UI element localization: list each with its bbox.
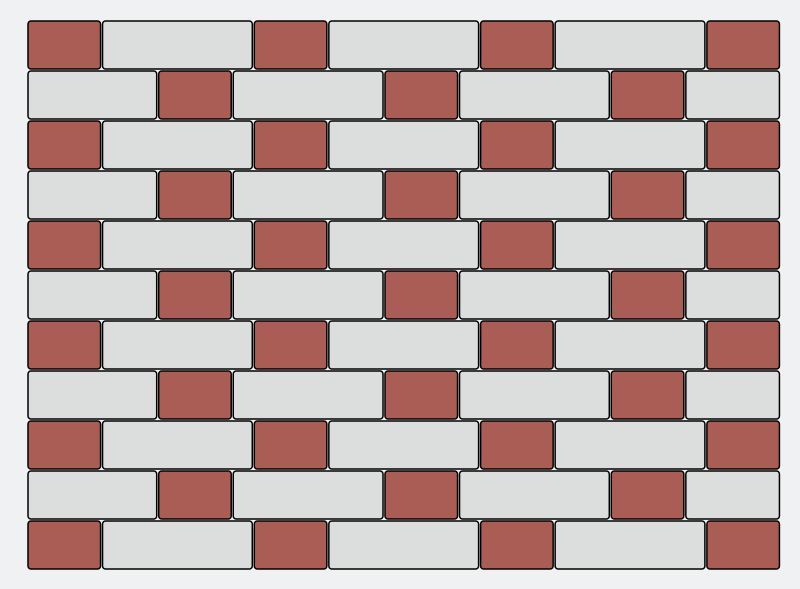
brick-wall-diagram: [0, 0, 800, 589]
brick-red: [385, 371, 458, 419]
brick-red: [481, 221, 554, 269]
brick-red: [28, 521, 101, 569]
brick-grey: [233, 271, 383, 319]
brick-red: [159, 371, 232, 419]
brick-red: [385, 71, 458, 119]
brick-grey: [555, 421, 705, 469]
brick-grey: [103, 421, 253, 469]
brick-grey: [329, 121, 479, 169]
brick-red: [254, 321, 327, 369]
brick-red: [28, 121, 101, 169]
brick-red: [254, 421, 327, 469]
brick-red: [385, 471, 458, 519]
brick-red: [611, 171, 684, 219]
brick-red: [611, 71, 684, 119]
brick-red: [611, 271, 684, 319]
brick-red: [481, 21, 554, 69]
brick-grey: [28, 271, 157, 319]
brick-red: [611, 371, 684, 419]
brick-red: [481, 321, 554, 369]
brick-red: [707, 21, 780, 69]
brick-grey: [28, 371, 157, 419]
brick-red: [28, 221, 101, 269]
brick-grey: [28, 471, 157, 519]
brick-grey: [103, 521, 253, 569]
brick-red: [254, 121, 327, 169]
brick-grey: [233, 471, 383, 519]
brick-grey: [460, 271, 610, 319]
brick-grey: [460, 371, 610, 419]
brick-red: [159, 271, 232, 319]
brick-red: [159, 171, 232, 219]
brick-grey: [329, 21, 479, 69]
brick-grey: [555, 321, 705, 369]
brick-grey: [329, 421, 479, 469]
brick-red: [481, 421, 554, 469]
brick-grey: [460, 71, 610, 119]
brick-grey: [686, 171, 780, 219]
brick-red: [611, 471, 684, 519]
brick-grey: [460, 471, 610, 519]
brick-grey: [103, 321, 253, 369]
brick-grey: [233, 371, 383, 419]
brick-grey: [555, 521, 705, 569]
brick-grey: [329, 521, 479, 569]
brick-grey: [233, 171, 383, 219]
brick-red: [707, 321, 780, 369]
brick-grey: [233, 71, 383, 119]
brick-grey: [555, 21, 705, 69]
brick-red: [254, 221, 327, 269]
brick-red: [28, 321, 101, 369]
brick-grey: [686, 471, 780, 519]
brick-grey: [103, 121, 253, 169]
brick-red: [707, 421, 780, 469]
brick-red: [159, 471, 232, 519]
brick-red: [707, 521, 780, 569]
brick-grey: [686, 371, 780, 419]
brick-red: [481, 121, 554, 169]
brick-red: [385, 271, 458, 319]
brick-red: [159, 71, 232, 119]
brick-grey: [555, 221, 705, 269]
brick-grey: [460, 171, 610, 219]
brick-red: [385, 171, 458, 219]
brick-grey: [686, 71, 780, 119]
brick-grey: [103, 21, 253, 69]
brick-grey: [555, 121, 705, 169]
brick-red: [707, 221, 780, 269]
brick-red: [254, 521, 327, 569]
brick-red: [28, 21, 101, 69]
brick-grey: [28, 71, 157, 119]
brick-grey: [28, 171, 157, 219]
brick-grey: [329, 221, 479, 269]
brick-grey: [329, 321, 479, 369]
brick-red: [28, 421, 101, 469]
brick-grey: [686, 271, 780, 319]
brick-red: [254, 21, 327, 69]
brick-red: [481, 521, 554, 569]
brick-grey: [103, 221, 253, 269]
brick-red: [707, 121, 780, 169]
